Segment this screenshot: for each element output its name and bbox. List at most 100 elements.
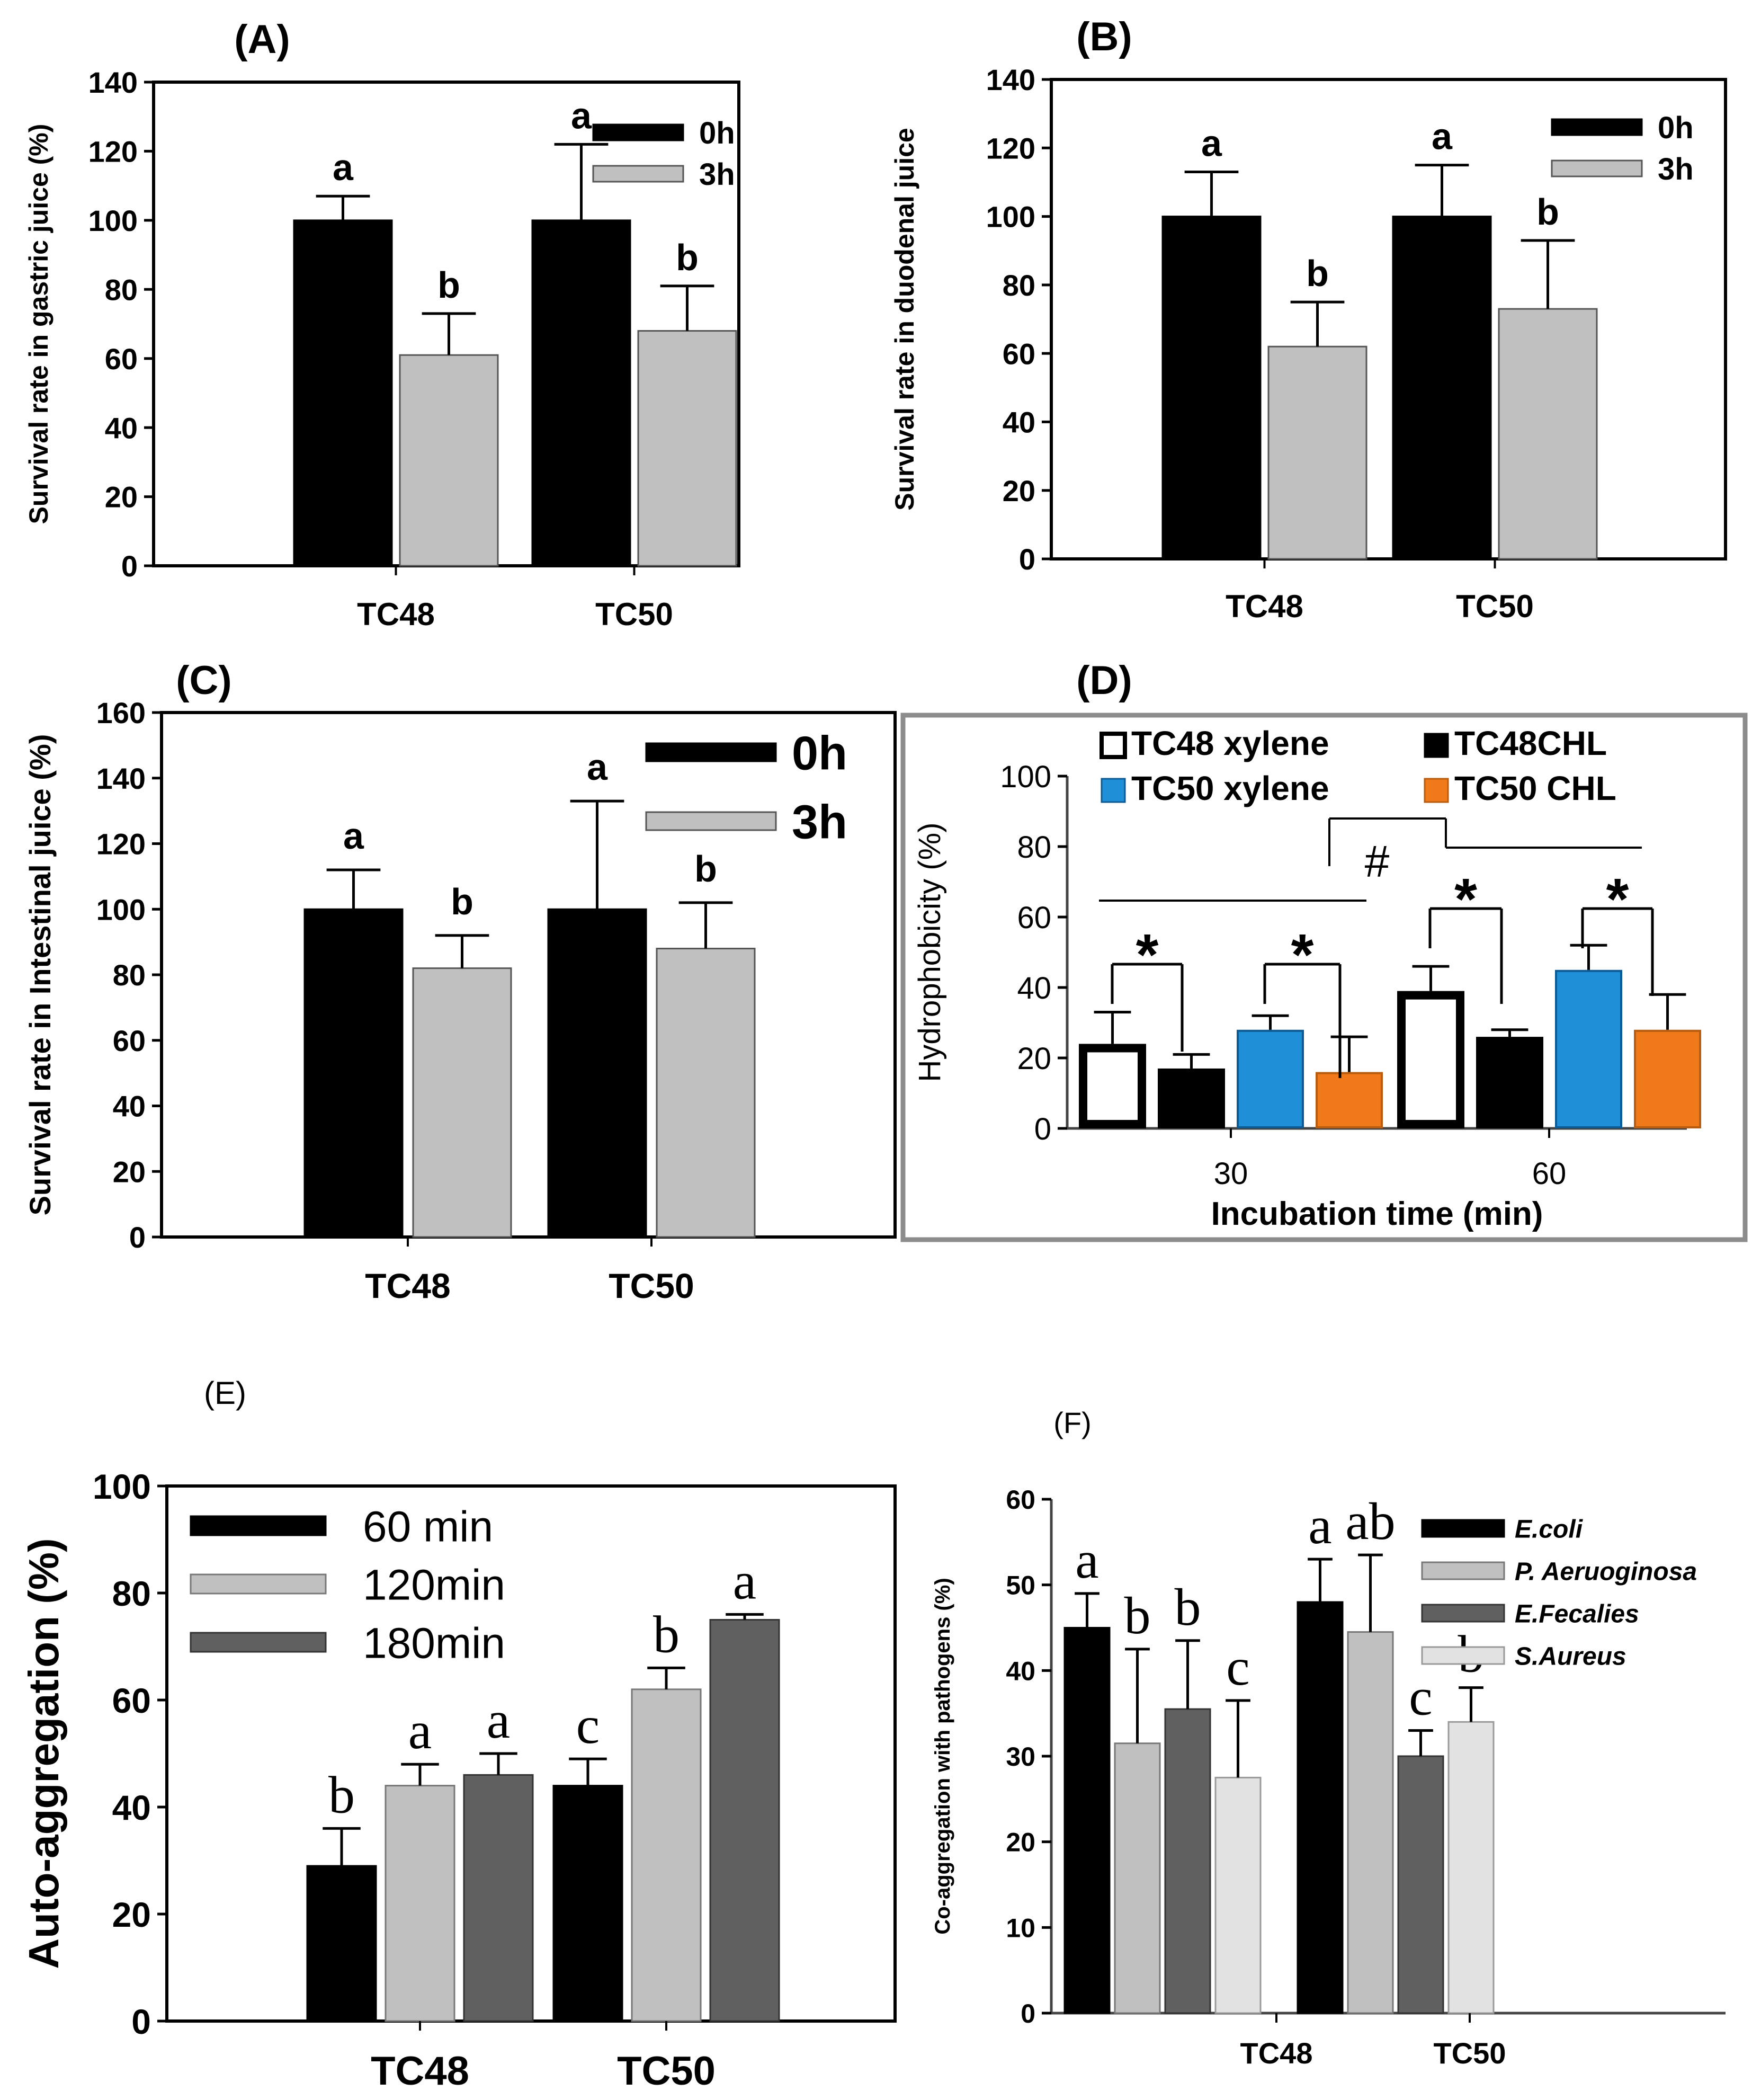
panel-a: (A) 0 20 40 60 80 100 120 140 Survival rate in ga… [24, 17, 740, 632]
significance-letter: a [487, 1690, 510, 1749]
legend-swatch [1551, 159, 1643, 177]
significance-star: * [1136, 922, 1159, 987]
y-tick-label: 100 [93, 1467, 151, 1506]
panel-label: (F) [1053, 1406, 1092, 1439]
y-tick-label: 20 [1017, 1042, 1051, 1076]
y-tick-label: 20 [105, 480, 138, 514]
legend-swatch [190, 1573, 327, 1595]
bar [463, 1774, 534, 2022]
legend-label: 0h [1658, 111, 1694, 145]
y-tick-label: 0 [1021, 1999, 1035, 2028]
legend-label: 180min [363, 1620, 505, 1668]
legend-label: 0h [699, 116, 735, 150]
y-tick-label: 20 [113, 1155, 146, 1188]
bar [547, 908, 647, 1238]
legend-swatch [1424, 733, 1449, 758]
significance-letter: a [343, 815, 364, 857]
y-tick-label: 100 [986, 200, 1035, 234]
bar [552, 1785, 623, 2022]
panel-d: (D) 0 20 40 60 80 100 Hydrophobicity (%) 30 60 Inc… [913, 658, 1701, 1232]
significance-letter: b [1124, 1586, 1151, 1645]
legend-swatch [190, 1632, 327, 1653]
bar [1079, 1044, 1146, 1129]
legend-label: TC48CHL [1454, 724, 1607, 762]
panel-label: (D) [1076, 658, 1132, 703]
y-tick-label: 0 [129, 1221, 146, 1254]
y-axis-title: Hydrophobicity (%) [913, 823, 947, 1082]
legend-swatch [592, 123, 684, 141]
y-tick-label: 0 [1034, 1112, 1051, 1146]
bar [1316, 1072, 1383, 1128]
y-axis-title: Survival rate in duodenal juice [890, 128, 919, 510]
y-tick-label: 140 [96, 762, 146, 795]
significance-letter: b [676, 237, 699, 278]
bar [303, 908, 404, 1238]
bar [1267, 345, 1367, 560]
legend-swatch [1100, 732, 1127, 759]
x-tick-label: TC48 [1226, 589, 1303, 624]
significance-star: * [1454, 867, 1477, 932]
legend-swatch [1421, 1604, 1505, 1623]
y-tick-label: 20 [1003, 474, 1035, 508]
y-tick-label: 40 [112, 1788, 151, 1827]
panel-f: (F) 0 10 20 30 40 50 60 Co-aggregation with path… [931, 1406, 1726, 2070]
bar [1498, 308, 1598, 560]
bar [709, 1619, 780, 2022]
x-tick-label: TC50 [609, 1266, 694, 1305]
legend-label: TC50 CHL [1454, 769, 1616, 807]
legend-swatch [1551, 118, 1643, 136]
bar [1476, 1037, 1543, 1128]
x-tick-label: TC48 [371, 2049, 469, 2094]
bar [637, 330, 737, 567]
legend-label: 60 min [363, 1503, 493, 1551]
bar [306, 1865, 377, 2022]
panel-label: (C) [176, 658, 232, 703]
x-axis-title: Incubation time (min) [1211, 1196, 1543, 1232]
bar [1164, 1708, 1211, 2014]
significance-hash: # [1365, 837, 1390, 886]
significance-letter: a [571, 95, 592, 136]
significance-letter: a [587, 746, 608, 788]
bar [1392, 216, 1492, 560]
legend-label: 120min [363, 1561, 505, 1609]
legend-label: 3h [792, 796, 847, 849]
legend-swatch [1101, 778, 1126, 803]
y-tick-label: 10 [1006, 1913, 1035, 1943]
y-tick-label: 140 [88, 66, 138, 99]
y-tick-label: 120 [96, 827, 146, 861]
legend-label: TC50 xylene [1131, 769, 1329, 807]
y-tick-label: 80 [113, 958, 146, 992]
plot-frame [160, 711, 897, 1239]
bar [1555, 969, 1622, 1128]
significance-letter: a [333, 147, 354, 188]
legend-label: P. Aeruoginosa [1515, 1558, 1697, 1586]
y-tick-label: 120 [88, 135, 138, 168]
y-axis-title: Co-aggregation with pathogens (%) [931, 1578, 954, 1934]
significance-letter: b [1306, 253, 1329, 294]
bar [1237, 1029, 1304, 1129]
y-tick-label: 40 [1003, 406, 1035, 439]
bar [399, 354, 499, 567]
bar [1063, 1627, 1111, 2014]
y-tick-label: 60 [105, 342, 138, 376]
y-tick-label: 80 [112, 1574, 151, 1613]
y-tick-label: 30 [1006, 1742, 1035, 1772]
x-tick-label: TC48 [357, 597, 435, 632]
panel-label: (B) [1076, 14, 1132, 59]
significance-letter: c [576, 1696, 600, 1755]
bar [412, 967, 512, 1238]
legend-label: TC48 xylene [1131, 724, 1329, 762]
bar [1397, 991, 1464, 1129]
significance-letter: a [733, 1551, 756, 1610]
y-tick-label: 40 [113, 1090, 146, 1123]
significance-star: * [1291, 922, 1314, 987]
bar [1634, 1029, 1701, 1129]
x-tick-label: TC50 [617, 2049, 716, 2094]
y-tick-label: 80 [1003, 269, 1035, 302]
x-tick-label: 30 [1214, 1156, 1248, 1191]
panel-b: (B) 0 20 40 60 80 100 120 140 Survival rate in du… [890, 14, 1727, 624]
significance-letter: b [1536, 191, 1559, 233]
legend-label: 3h [699, 157, 735, 192]
legend-label: E.coli [1515, 1515, 1584, 1543]
